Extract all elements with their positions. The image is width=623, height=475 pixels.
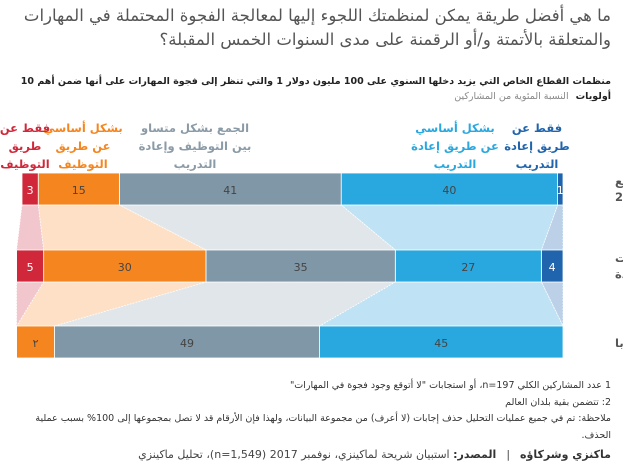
footnote-1: 1 عدد المشاركين الكلي n=197، أو استجابات… xyxy=(289,380,611,391)
chart-title: ما هي أفضل طريقة يمكن لمنظمتك اللجوء إلي… xyxy=(23,6,611,49)
subtitle-text: منظمات القطاع الخاص التي يزيد دخلها السن… xyxy=(20,76,611,102)
chart-subtitle: منظمات القطاع الخاص التي يزيد دخلها السن… xyxy=(6,74,611,104)
bar-segment xyxy=(43,249,207,283)
bar-segment xyxy=(205,249,396,283)
legend-header: التدريب xyxy=(516,157,559,171)
brand-name: ماكنزي وشركاؤه xyxy=(520,448,611,461)
legend-header: التوظيف xyxy=(0,157,49,172)
unit-label: النسبة المئوية من المشاركين xyxy=(454,91,569,102)
footnote-2: 2: تتضمن بقية بلدان العالم xyxy=(505,396,611,408)
legend-header: عن طريق إعادة xyxy=(411,139,499,153)
legend-header: فقط عن xyxy=(0,121,50,135)
row-label: الولايات xyxy=(615,251,623,266)
row-label: أوروبا xyxy=(615,335,623,351)
legend-header: عن طريق xyxy=(56,139,111,153)
legend-header: بين التوظيف وإعادة xyxy=(139,139,252,154)
legend-header: طريق إعادة xyxy=(504,139,570,153)
data-label: 49 xyxy=(180,337,194,350)
data-label: 41 xyxy=(223,184,237,197)
row-label: المتحدة xyxy=(615,267,623,281)
bar-segment xyxy=(54,325,320,359)
row-label: البلدان 2 xyxy=(615,190,623,204)
data-label: 27 xyxy=(461,261,475,274)
bar-segment xyxy=(16,325,55,359)
bar-segment xyxy=(394,249,542,283)
source-line: ماكنزي وشركاؤه | المصدر: استبيان شريحة لما… xyxy=(138,448,611,461)
footnotes: 1 عدد المشاركين الكلي n=197، أو استجابات… xyxy=(6,378,611,444)
legend-header: التدريب xyxy=(434,157,477,171)
legend-header: بشكل أساسي xyxy=(415,120,495,135)
bar-segment xyxy=(16,249,45,283)
legend-header: التوظيف xyxy=(58,157,107,172)
legend-header: طريق xyxy=(9,139,42,153)
bar-segment xyxy=(319,325,564,359)
data-label: 15 xyxy=(72,184,86,197)
legend-header: الجمع بشكل متساو xyxy=(140,121,249,136)
data-label: 4 xyxy=(549,261,556,274)
source-text: استبيان شريحة لماكينزي، نوفمبر 2017 (n=1… xyxy=(138,448,450,461)
data-label: 3 xyxy=(27,184,34,197)
row-label: جميع xyxy=(615,174,623,188)
legend-header: التدريب xyxy=(174,157,217,171)
data-label: 5 xyxy=(27,261,34,274)
data-label: 40 xyxy=(442,184,456,197)
data-label: 1 xyxy=(557,184,564,197)
data-label: ٢ xyxy=(33,337,39,350)
connector-band xyxy=(16,204,45,251)
bar-segment xyxy=(37,172,120,206)
footnote-note: ملاحظة: تم في جميع عمليات التحليل حذف إج… xyxy=(35,413,611,441)
data-label: 45 xyxy=(434,337,448,350)
connector-band xyxy=(16,281,45,328)
legend-header: فقط عن xyxy=(512,121,562,135)
separator: | xyxy=(506,448,511,461)
data-label: 35 xyxy=(294,261,308,274)
legend-header: بشكل أساسي xyxy=(43,120,123,135)
bar-segment xyxy=(21,172,39,206)
data-label: 30 xyxy=(118,261,132,274)
source-label: المصدر: xyxy=(453,448,497,461)
